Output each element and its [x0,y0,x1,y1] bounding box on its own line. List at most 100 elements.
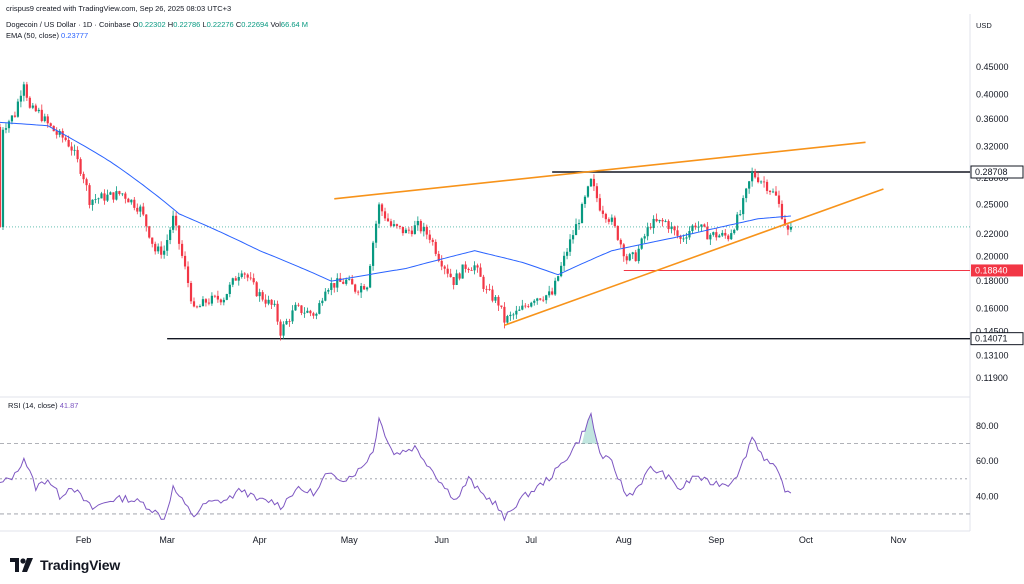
candle-body [255,282,258,297]
rsi-tick-label: 60.00 [976,456,999,466]
candle-body [428,234,431,240]
candle-body [210,295,214,304]
candle-body [392,224,396,226]
candle-body [85,179,88,186]
candle-body [685,237,688,239]
candle-body [264,299,267,304]
candle-body [219,299,222,303]
candle-body [127,198,130,203]
candle-body [34,105,37,112]
candle-body [479,267,482,277]
candle-body [637,248,640,262]
candle-body [100,193,103,199]
candle-body [79,159,82,174]
candle-body [180,243,184,256]
candle-body [386,218,390,222]
candle-body [294,304,297,311]
date-tick-label: Feb [76,535,92,545]
candle-body [703,224,706,227]
candle-body [533,300,536,303]
candle-body [560,265,563,277]
candle-body [395,224,399,226]
candle-body [154,243,157,252]
level-badge [970,332,1024,346]
candle-body [246,274,249,278]
candle-body [330,283,333,290]
rising-wedge-trendline [334,141,866,200]
candle-body [243,273,246,275]
candle-body [0,127,2,228]
candle-body [351,279,354,285]
candle-body [568,239,572,252]
candle-body [515,310,518,315]
candle-body [739,214,742,215]
candle-body [374,223,378,243]
price-tick-label: 0.11900 [976,373,1008,383]
candle-body [774,191,778,196]
candle-body [327,289,330,292]
candle-body [565,251,569,256]
candle-body [160,246,163,255]
candle-body [366,287,369,290]
candle-body [768,190,772,193]
ema-legend[interactable]: EMA (50, close) 0.23777 [6,31,88,41]
candle-body [730,233,733,240]
candle-body [261,292,264,300]
candle-body [470,270,473,271]
candle-body [464,264,467,269]
chart-credit: crispus9 created with TradingView.com, S… [6,4,232,13]
candle-body [357,291,360,293]
candle-body [133,199,136,208]
candle-body [443,266,446,269]
rsi-legend[interactable]: RSI (14, close) 41.87 [8,401,78,410]
price-tick-label: 0.13100 [976,350,1009,360]
date-tick-label: Nov [890,535,907,545]
date-tick-label: Oct [799,535,814,545]
candle-body [124,193,127,199]
candle-body [231,278,234,285]
candle-body [592,178,596,187]
candle-body [577,223,581,225]
candle-body [485,288,488,290]
candle-body [389,221,393,226]
candle-body [554,280,557,295]
level-badge-label: 0.28708 [975,167,1008,177]
candle-body [473,265,476,271]
candle-body [198,306,202,308]
candle-body [571,235,575,240]
candle-body [751,171,754,182]
candle-body [112,192,115,200]
candle-body [765,181,769,191]
candle-body [148,226,151,238]
candle-body [679,235,682,239]
rsi-label: RSI (14, close) [8,401,58,410]
candle-body [452,277,455,285]
candle-body [759,181,763,183]
candle-body [103,193,106,201]
low-label: L [202,20,207,29]
candle-body [619,239,622,245]
candle-body [7,121,11,129]
candle-body [288,321,291,322]
candle-body [646,227,649,237]
candle-body [213,295,216,297]
candle-body [754,171,757,178]
price-tick-label: 0.22000 [976,229,1009,239]
candle-body [115,191,118,200]
ema-label: EMA (50, close) [6,31,59,40]
candle-body [545,295,548,301]
candle-body [482,276,485,289]
rsi-line [0,411,792,522]
date-tick-label: Aug [616,535,632,545]
candle-body [622,244,625,257]
candle-body [691,225,694,232]
date-tick-label: May [341,535,359,545]
candle-body [682,238,685,240]
candle-body [497,296,500,306]
date-tick-label: Sep [708,535,724,545]
candle-body [670,226,673,230]
candle-body [157,246,160,252]
symbol-name[interactable]: Dogecoin / US Dollar · 1D · Coinbase [6,20,131,29]
candle-body [64,137,67,140]
